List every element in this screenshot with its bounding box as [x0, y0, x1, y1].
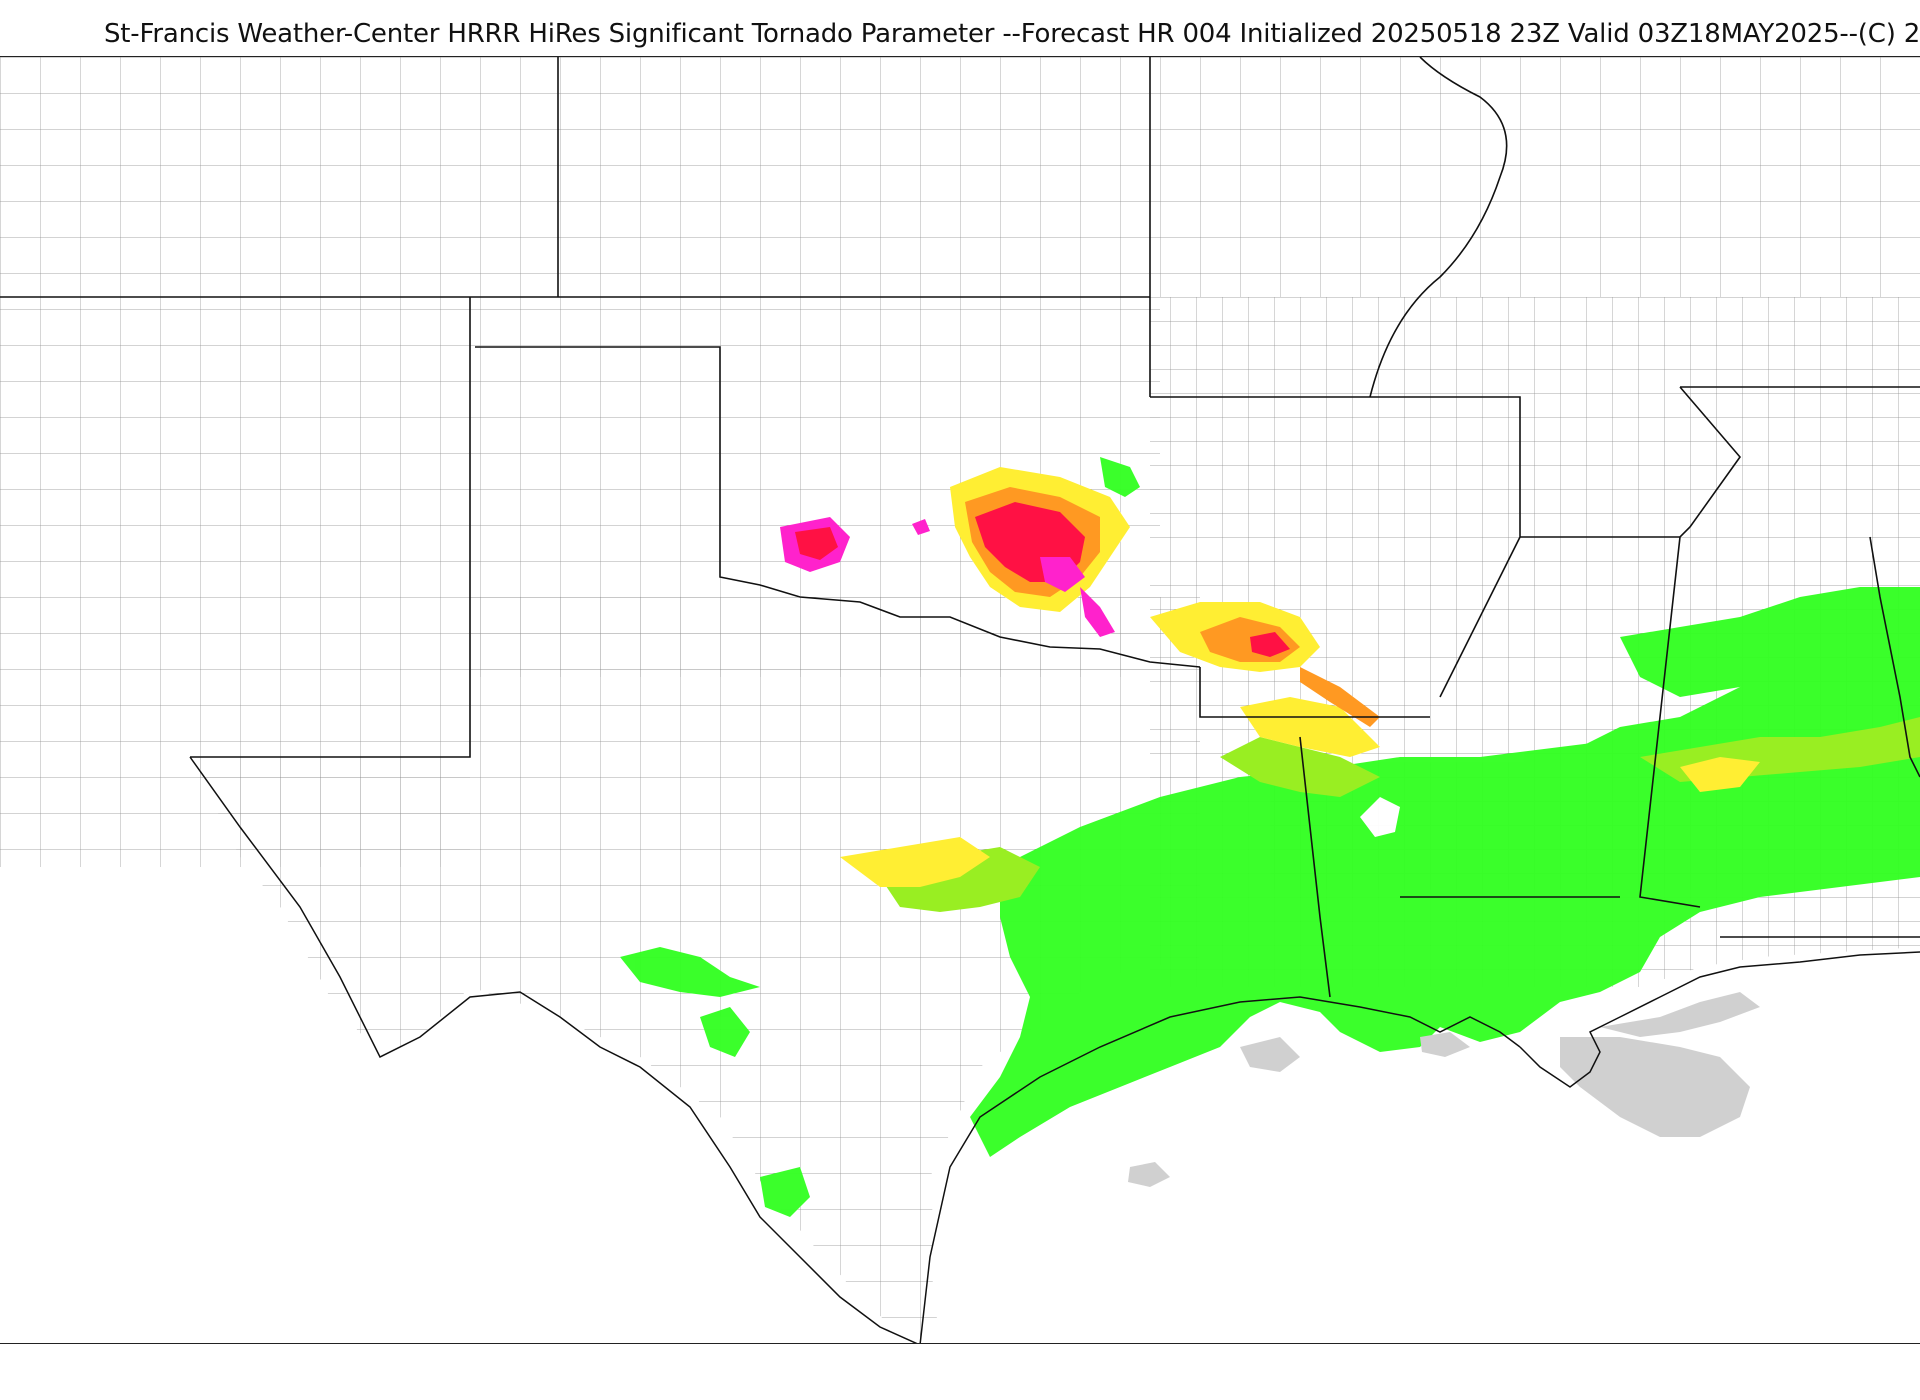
map-title: St-Francis Weather-Center HRRR HiRes Sig…: [104, 19, 1920, 49]
mexico-area: [0, 867, 918, 1343]
masked-region: [1128, 992, 1760, 1187]
stp-low-band: [620, 457, 1920, 1217]
stp-mid-band: [840, 697, 1760, 887]
stp-high-oklahoma: [780, 467, 1130, 637]
state-boundaries: [0, 57, 1920, 998]
stp-high-east: [1150, 602, 1380, 727]
weather-map: [0, 56, 1920, 1344]
coastline: [189, 756, 1920, 1343]
county-grid-north: [0, 57, 1920, 297]
